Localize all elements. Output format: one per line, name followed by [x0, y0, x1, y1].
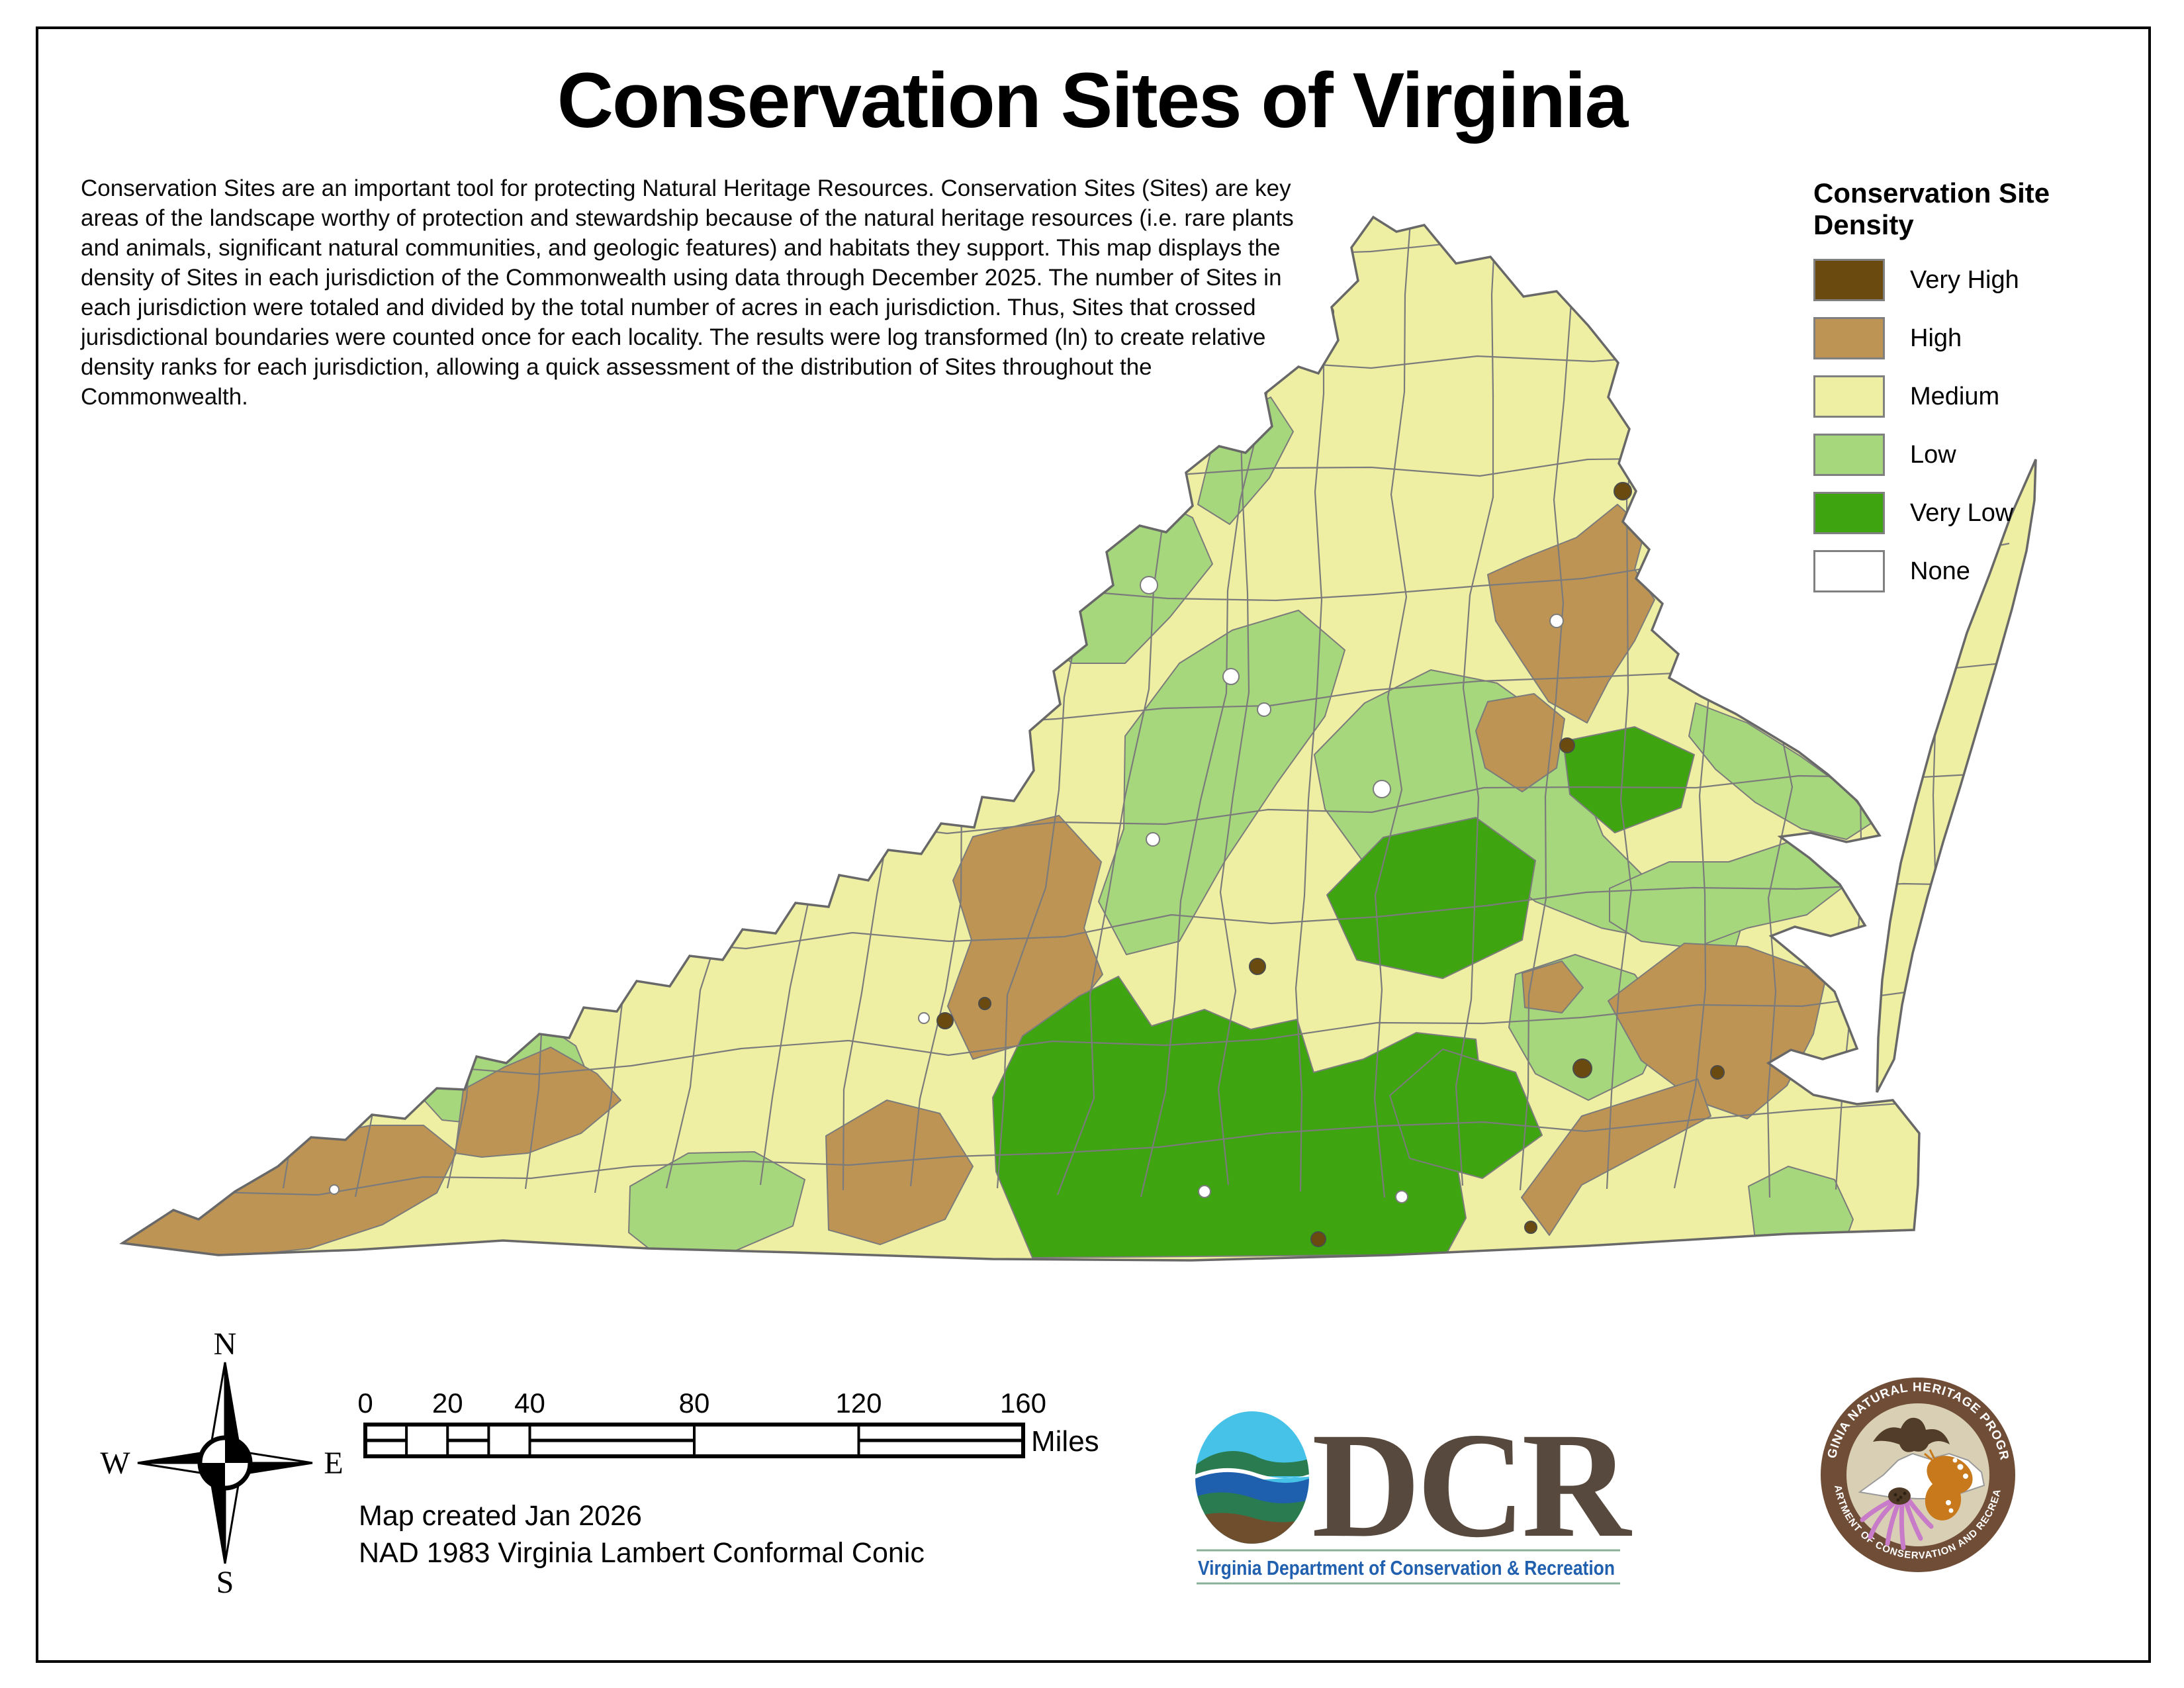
region-surry-band-high [1521, 1078, 1711, 1236]
vnhp-bat-icon [1873, 1417, 1950, 1452]
region-nottoway-verylow [1389, 1049, 1543, 1179]
state-outline [119, 215, 2037, 1262]
legend-swatch [1813, 434, 1885, 476]
legend-label: Medium [1910, 382, 2000, 410]
legend-items: Very High High Medium Low Very Low None [1813, 259, 2131, 592]
region-middle-peninsula-low [1609, 841, 1847, 949]
city-fredericksburg [1559, 737, 1575, 753]
scalebar-tick-label: 120 [835, 1387, 882, 1419]
city-staunton [1222, 668, 1240, 685]
county-boundary-line [122, 433, 2017, 534]
city-arlington [1614, 482, 1632, 500]
dcr-acronym: DCR [1312, 1402, 1632, 1569]
legend-swatch [1813, 259, 1885, 301]
city-emporia [1524, 1221, 1537, 1234]
county-boundary-line [1519, 217, 1572, 1191]
city-salem [918, 1012, 930, 1024]
city-norton [329, 1184, 340, 1195]
city-hopewell [1710, 1065, 1725, 1080]
city-smith-island [1856, 880, 1866, 891]
county-boundary-line [122, 1102, 2013, 1196]
vnhp-coneflower-icon [1860, 1497, 1934, 1550]
scalebar-unit-label: Miles [1031, 1425, 1099, 1458]
legend: Conservation Site Density Very High High M… [1813, 177, 2131, 609]
legend-swatch [1813, 550, 1885, 592]
region-grayson-high [825, 1100, 974, 1245]
dcr-name: Virginia Department of Conservation & Re… [1198, 1556, 1615, 1579]
map-description: Conservation Sites are an important tool… [81, 175, 1294, 410]
legend-label: None [1910, 557, 1970, 585]
legend-label: Low [1910, 440, 1956, 469]
legend-item-high: High [1813, 317, 2131, 359]
city-tangier-island [1847, 855, 1859, 867]
county-boundary-line [1455, 217, 1498, 1186]
city-richmond [1572, 1058, 1592, 1078]
compass-rose-icon: N S W E [100, 1331, 343, 1595]
region-stafford-verylow [1563, 726, 1695, 833]
region-goochland-high [1522, 961, 1584, 1013]
city-south-boston [1395, 1190, 1408, 1203]
region-tazewell-high [455, 1047, 621, 1158]
city-charlottesville [1373, 780, 1391, 798]
scalebar-tick-label: 40 [514, 1387, 545, 1419]
scale-bar: 0 20 40 80 120 160 Miles [357, 1387, 1099, 1458]
dcr-logo: DCR Virginia Department of Conservation … [1195, 1402, 1636, 1585]
city-martinsville [1198, 1185, 1211, 1198]
county-boundary-line [1373, 217, 1414, 1198]
county-boundary-line [122, 542, 2010, 647]
city-danville [1310, 1231, 1326, 1247]
map-created-note: Map created Jan 2026 [359, 1500, 642, 1532]
city-roanoke [936, 1012, 954, 1029]
legend-item-very-low: Very Low [1813, 492, 2131, 534]
dcr-emblem-icon [1195, 1411, 1309, 1544]
map-notes: Map created Jan 2026 NAD 1983 Virginia L… [359, 1497, 925, 1571]
city-harrisonburg [1140, 576, 1158, 594]
legend-title: Conservation Site Density [1813, 177, 2050, 240]
scalebar-tick-label: 160 [1000, 1387, 1046, 1419]
scalebar-tick-label: 80 [679, 1387, 710, 1419]
region-fairfax-pw-high [1487, 504, 1655, 724]
legend-label: High [1910, 324, 1962, 352]
city-fairfax-city [1549, 614, 1564, 628]
compass-north-label: N [214, 1331, 237, 1362]
legend-swatch [1813, 375, 1885, 418]
region-augusta-low [1098, 610, 1345, 955]
scalebar-tick-label: 0 [357, 1387, 373, 1419]
city-lynchburg [1249, 958, 1266, 975]
legend-swatch [1813, 492, 1885, 534]
compass-south-label: S [216, 1565, 234, 1595]
city-waynesboro [1257, 702, 1271, 717]
compass-east-label: E [324, 1446, 343, 1481]
legend-item-low: Low [1813, 434, 2131, 476]
legend-item-none: None [1813, 550, 2131, 592]
legend-label: Very High [1910, 265, 2019, 294]
vnhp-seal: VIRGINIA NATURAL HERITAGE PROGRAM DEPART… [1813, 1361, 2015, 1572]
page-title: Conservation Sites of Virginia [557, 57, 1628, 144]
vnhp-butterfly-icon [1924, 1449, 1973, 1521]
city-covington [978, 997, 991, 1010]
compass-west-label: W [100, 1446, 130, 1481]
legend-swatch [1813, 317, 1885, 359]
legend-label: Very Low [1910, 498, 2014, 527]
city-lexington [1146, 832, 1160, 847]
legend-item-medium: Medium [1813, 375, 2131, 418]
scalebar-tick-label: 20 [432, 1387, 463, 1419]
legend-item-very-high: Very High [1813, 259, 2131, 301]
page-border [36, 26, 2151, 1663]
projection-note: NAD 1983 Virginia Lambert Conformal Coni… [359, 1537, 925, 1569]
